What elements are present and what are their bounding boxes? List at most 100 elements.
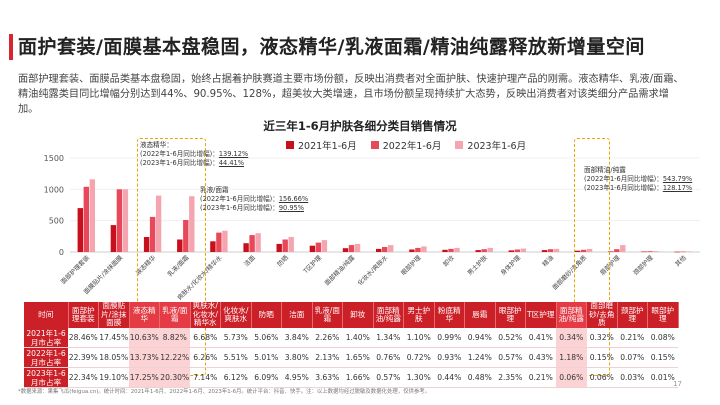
table-cell: 1.30% <box>403 367 434 388</box>
table-column-header: 化妆水/爽肤水 <box>220 302 252 328</box>
bar-2021 <box>309 245 316 252</box>
bar-2022 <box>149 216 156 252</box>
x-tick-label: 面部护理套装 <box>59 254 91 286</box>
x-tick-label: 男士护肤 <box>466 254 489 277</box>
title-accent-bar <box>9 34 13 60</box>
x-tick-label: 眼部护理 <box>399 254 422 277</box>
table-cell: 1.24% <box>464 347 495 368</box>
table-cell: 0.08% <box>647 328 678 348</box>
bar-2022 <box>580 249 587 252</box>
table-cell: 1.66% <box>342 367 373 388</box>
legend-label-2022: 2022年1-6月 <box>382 141 442 152</box>
table-column-header: 面部磨砂/去角质 <box>586 302 618 328</box>
bar-2021 <box>143 237 150 252</box>
legend-swatch-2022 <box>370 141 379 149</box>
bar-2023 <box>388 245 394 252</box>
legend-label-2021: 2021年1-6月 <box>298 141 357 152</box>
bar-2023 <box>454 247 460 252</box>
bar-2022 <box>116 189 123 252</box>
table-row: 2022年1-6月市占率 22.39% 18.05% 13.73% 12.22% 6.26… <box>24 347 678 368</box>
x-tick-label: 化妆水/爽肤水 <box>356 253 390 287</box>
table-column-header: 面部护理套装 <box>68 302 99 328</box>
bar-2021 <box>574 250 581 252</box>
bar-2022 <box>547 249 554 252</box>
bar-2023 <box>520 248 526 252</box>
table-cell: 18.05% <box>98 347 129 368</box>
table-column-header: 眼部护理 <box>495 302 526 328</box>
bar-2022 <box>249 235 255 252</box>
table-cell: 20.30% <box>159 367 190 388</box>
table-cell: 0.76% <box>373 347 404 368</box>
bar-2021 <box>541 250 548 252</box>
table-cell: 3.84% <box>281 328 312 348</box>
table-cell: 0.72% <box>403 347 434 368</box>
bar-2023 <box>686 251 692 252</box>
table-cell: 6.12% <box>220 367 251 388</box>
bar-2022 <box>680 251 686 253</box>
table-cell: 1.34% <box>373 328 404 348</box>
table-cell: 0.57% <box>495 347 526 368</box>
table-column-header: 乳液/面霜 <box>159 302 191 328</box>
annotation-lotion: 乳液/面霜 (2022年1-6月同比增幅)：156.66% (2023年1-6月… <box>200 186 308 214</box>
table-column-header: 乳液/面霜 <box>312 302 343 328</box>
table-cell: 0.15% <box>586 347 617 368</box>
annotation-serum: 液态精华： (2022年1-6月同比增幅)：139.12% (2023年1-6月… <box>140 141 248 169</box>
table-row: 2023年1-6月市占率 22.34% 19.10% 17.25% 20.30% 7.14… <box>24 367 678 388</box>
legend-label-2023: 2023年1-6月 <box>467 141 527 152</box>
annotation-lotion-label2: (2023年1-6月同比增幅)： <box>200 204 279 213</box>
table-column-header: 眼部护理 <box>647 302 679 328</box>
bar-2022 <box>614 249 620 252</box>
table-cell: 0.34% <box>556 328 587 348</box>
table-column-header: 洁面 <box>281 302 313 328</box>
table-cell: 0.03% <box>617 367 648 388</box>
y-tick-label: 0 <box>59 248 64 257</box>
table-cell: 2.26% <box>312 328 343 348</box>
annotation-serum-label1: (2022年1-6月同比增幅)： <box>140 150 219 159</box>
table-cell: 17.25% <box>129 367 160 388</box>
bar-2023 <box>255 233 261 252</box>
table-cell: 0.94% <box>464 328 495 348</box>
table-column-header: T区护理 <box>525 302 557 328</box>
bar-2022 <box>83 186 89 252</box>
bar-2023 <box>354 243 361 252</box>
table-cell: 22.34% <box>68 367 99 388</box>
x-tick-label: 其他 <box>673 254 687 268</box>
legend-item-2023: 2023年1-6月 <box>455 138 526 152</box>
table-cell: 6.09% <box>251 367 282 388</box>
x-tick-label: 面部精油/纯露 <box>323 253 357 287</box>
table-cell: 0.52% <box>495 328 526 348</box>
table-cell: 13.73% <box>129 347 160 368</box>
bar-2023 <box>421 246 427 252</box>
bar-2022 <box>481 249 487 252</box>
bar-2023 <box>620 245 626 252</box>
table-cell: 22.39% <box>68 347 99 368</box>
table-column-header: 颈部护理 <box>617 302 648 328</box>
bar-2021 <box>243 243 249 252</box>
bar-2022 <box>183 220 189 252</box>
table-cell: 0.99% <box>434 328 465 348</box>
annotation-oil-value2: 128.17% <box>662 184 693 193</box>
table-cell: 0.44% <box>434 367 465 388</box>
x-tick-label: 精油 <box>541 254 555 268</box>
table-column-header: 爽肤水/化妆水/精华水 <box>190 302 221 328</box>
annotation-oil-label2: (2023年1-6月同比增幅)： <box>584 184 663 193</box>
bar-2023 <box>321 240 328 252</box>
bar-2021 <box>674 251 680 253</box>
table-cell: 0.41% <box>525 328 556 348</box>
table-column-header: 面部精油/纯露 <box>373 302 404 328</box>
bar-2023 <box>222 230 228 252</box>
table-cell: 5.01% <box>251 347 282 368</box>
bar-2023 <box>288 237 294 252</box>
bar-2021 <box>177 239 183 252</box>
table-cell: 2.13% <box>312 347 343 368</box>
table-row-header: 2023年1-6月市占率 <box>24 367 68 388</box>
table-cell: 1.18% <box>556 347 587 368</box>
table-column-header: 粉底精华 <box>434 302 465 328</box>
bar-2023 <box>155 195 162 252</box>
annotation-lotion-value1: 156.66% <box>278 195 309 204</box>
table-row: 2021年1-6月市占率 28.46% 17.45% 10.63% 8.82% 6.68%… <box>24 328 678 348</box>
table-cell: 10.63% <box>129 328 160 348</box>
y-tick-label: 500 <box>49 217 64 226</box>
bar-2023 <box>189 196 195 252</box>
